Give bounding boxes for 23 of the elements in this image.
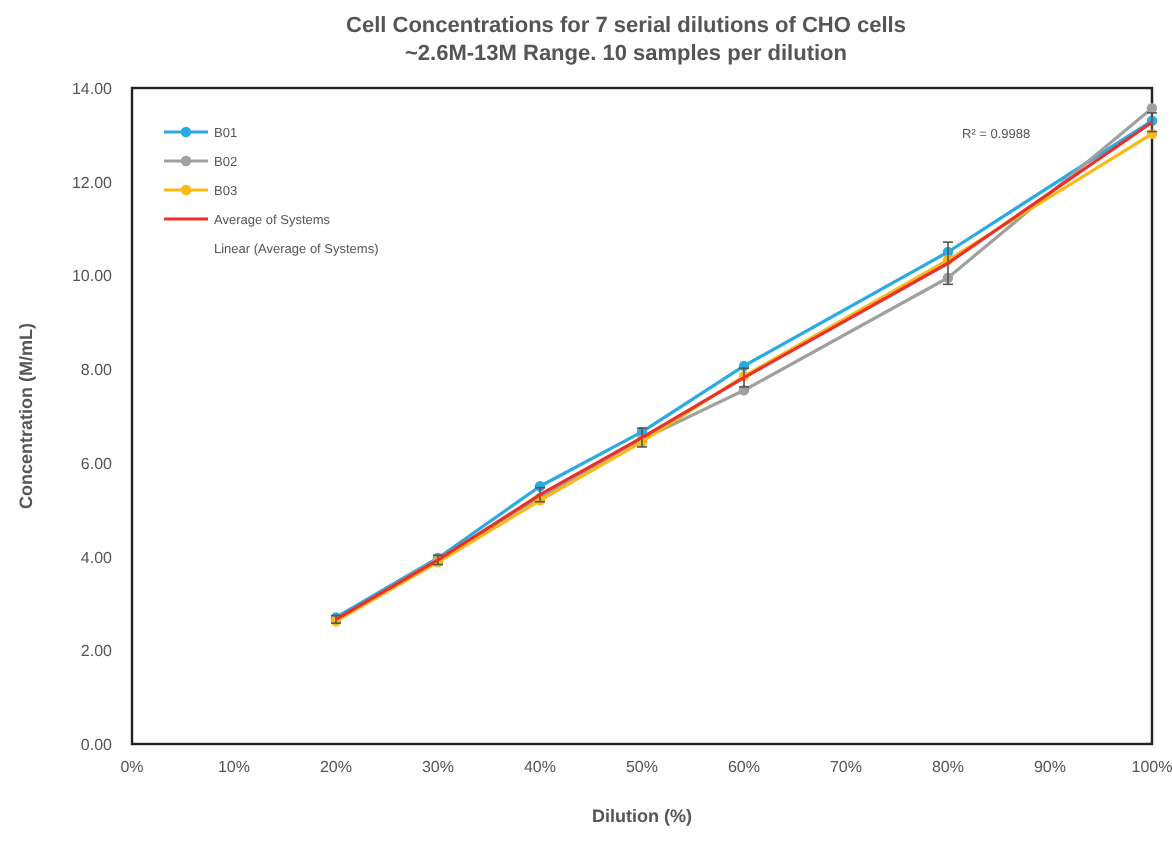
y-tick-label: 10.00 [71,267,114,286]
y-tick-label: 6.00 [80,454,114,473]
x-tick-label: 70% [829,758,863,776]
y-tick-label: 0.00 [80,736,114,754]
x-tick-label: 80% [931,758,965,776]
x-tick-label: 30% [421,758,455,776]
chart-subtitle: ~2.6M-13M Range. 10 samples per dilution [405,42,848,66]
x-tick-label: 50% [625,758,659,776]
y-axis-title: Concentration (M/mL) [16,323,36,509]
y-tick-label: 14.00 [71,80,114,98]
y-tick-label: 12.00 [71,173,114,192]
x-tick-label: 10% [217,758,251,776]
chart-title: Cell Concentrations for 7 serial dilutions of CHO cells [346,14,906,38]
y-tick-label: 4.00 [80,548,114,567]
y-tick-label: 8.00 [80,361,114,380]
y-tick-label: 2.00 [80,642,114,661]
x-tick-label: 20% [319,758,353,776]
x-tick-label: 40% [523,758,557,776]
x-tick-label: 60% [727,758,761,776]
x-tick-label: 90% [1033,758,1067,776]
x-tick-label: 100% [1131,758,1172,776]
x-axis-title: Dilution (%) [592,806,692,826]
x-tick-label: 0% [120,758,144,776]
